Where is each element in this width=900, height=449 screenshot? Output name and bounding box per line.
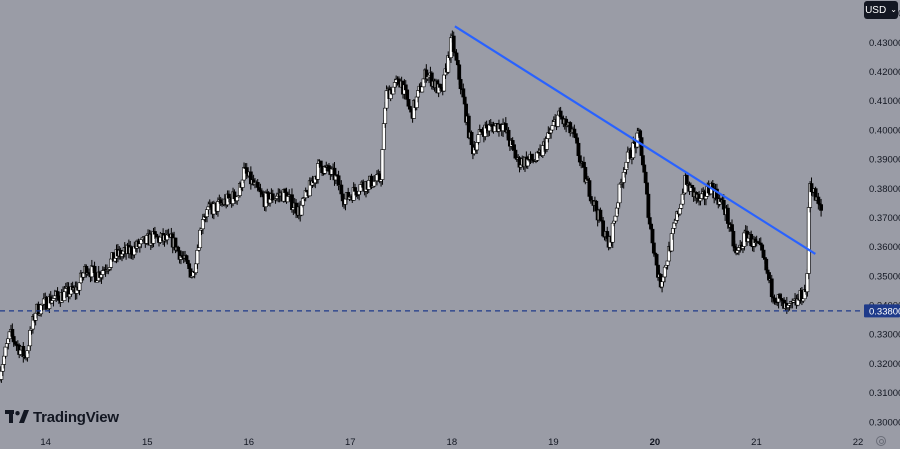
candle-body — [651, 242, 656, 254]
candle-body — [819, 204, 823, 211]
price-tick-label: 0.30000 — [869, 417, 900, 428]
price-tick-label: 0.36000 — [869, 242, 900, 253]
tradingview-logo-icon — [5, 410, 29, 423]
candle — [819, 198, 823, 217]
price-tick-label: 0.42000 — [869, 67, 900, 78]
price-tick-label: 0.40000 — [869, 125, 900, 136]
candle — [806, 202, 811, 280]
candle-body — [650, 228, 655, 244]
candle-body — [51, 298, 56, 301]
candle-body — [100, 270, 105, 275]
price-tick-label: 0.35000 — [869, 271, 900, 282]
time-tick-label: 19 — [548, 437, 559, 448]
brand-name: TradingView — [33, 408, 119, 426]
candle-body — [469, 131, 474, 146]
time-tick-label: 22 — [853, 437, 864, 448]
time-tick-label: 15 — [142, 437, 153, 448]
candle-body — [476, 134, 481, 143]
candle-body — [3, 346, 8, 357]
price-tick-label: 0.43000 — [869, 38, 900, 49]
price-tick-label: 0.32000 — [869, 359, 900, 370]
time-tick-label: 16 — [243, 437, 254, 448]
trendline — [454, 25, 816, 255]
currency-selector[interactable]: USD ⌄ — [864, 1, 898, 19]
candle-body — [318, 160, 323, 167]
currency-label: USD — [865, 4, 887, 16]
price-tick-label: 0.33000 — [869, 330, 900, 341]
price-tick-label: 0.37000 — [869, 213, 900, 224]
candle-body — [187, 263, 192, 270]
candle-body — [550, 125, 555, 131]
candle — [380, 145, 385, 185]
price-line-label: 0.33800 — [869, 306, 900, 317]
candle-body — [645, 182, 649, 195]
candle-body — [690, 184, 695, 189]
time-tick-label: 17 — [345, 437, 356, 448]
candle-body — [420, 86, 425, 93]
candle-body — [806, 207, 811, 274]
candle-body — [195, 249, 200, 265]
time-axis[interactable]: 14 15 16 17 18 19 20 21 22 — [40, 437, 863, 448]
candle-body — [380, 149, 385, 180]
price-tick-label: 0.31000 — [869, 388, 900, 399]
price-line-label-bg — [864, 304, 900, 318]
tradingview-logo[interactable]: TradingView — [5, 408, 119, 426]
candle-body — [638, 130, 643, 138]
time-tick-label: 18 — [447, 437, 458, 448]
candle-body — [665, 260, 670, 266]
price-tick-label: 0.39000 — [869, 155, 900, 166]
chevron-down-icon: ⌄ — [890, 5, 897, 14]
gear-icon[interactable] — [876, 436, 886, 446]
candle-body — [725, 207, 730, 224]
candle-body — [769, 278, 774, 298]
candle-body — [92, 266, 97, 274]
candle-body — [21, 346, 26, 357]
candle-body — [403, 84, 408, 91]
price-axis[interactable]: 0.440000.430000.420000.410000.400000.390… — [864, 9, 900, 429]
time-tick-label: 20 — [650, 437, 661, 448]
candle-body — [196, 247, 201, 251]
time-tick-label: 14 — [40, 437, 51, 448]
annotation-lines — [0, 25, 864, 312]
candle — [21, 342, 26, 363]
candles-group — [0, 30, 823, 383]
price-tick-label: 0.41000 — [869, 96, 900, 107]
time-tick-label: 21 — [751, 437, 762, 448]
price-tick-label: 0.38000 — [869, 184, 900, 195]
